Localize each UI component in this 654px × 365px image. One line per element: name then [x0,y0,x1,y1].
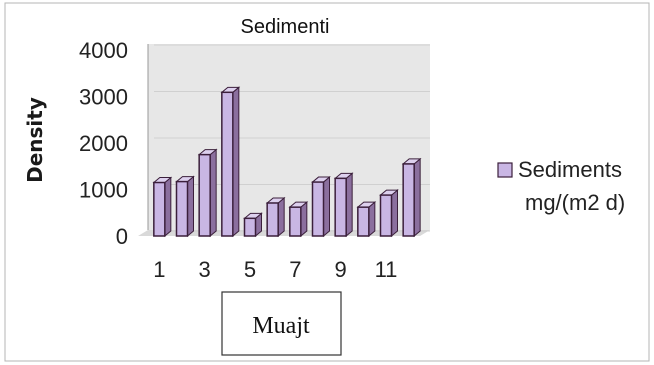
bar [333,172,354,238]
bar-side [277,196,285,238]
bar-front [311,181,325,237]
x-tick-label: 1 [153,257,165,282]
x-tick-layer: 1 3 5 7 9 11 [153,257,397,282]
bar [401,157,422,238]
bar-front [402,163,415,237]
bars-layer [152,86,422,238]
bar [265,196,286,238]
x-tick-label: 9 [335,257,347,282]
bar-front [243,217,257,237]
bar-front [289,206,302,237]
bar-side [368,201,376,238]
bar-side [413,157,421,238]
bar-front [175,180,189,237]
bar-front [266,202,279,237]
y-tick-label: 4000 [79,38,128,63]
bar [356,201,377,238]
y-tick-label: 3000 [79,85,128,110]
legend-label-line-1: Sediments [518,157,622,182]
bar [175,175,195,238]
bar [220,86,241,238]
bar-side [187,175,194,238]
bar-front [198,153,211,237]
x-tick-label: 3 [199,257,211,282]
bar-front [357,206,370,237]
y-tick-label: 1000 [79,178,128,203]
x-tick-label: 11 [375,257,398,282]
bar [243,212,263,238]
bar [288,201,309,238]
bar [152,176,173,238]
bar-front [379,194,393,237]
bar-side [345,172,353,238]
bar-side [164,176,172,238]
x-axis-label: Muajt [252,313,310,339]
chart-title: Sedimenti [241,16,330,38]
x-tick-label: 5 [244,257,256,282]
bar-side [391,189,398,238]
legend-label-line-2: mg/(m2 d) [525,190,625,215]
y-tick-layer: 0 1000 2000 3000 4000 [79,38,128,249]
bar-front [334,177,347,237]
bar-side [209,148,217,238]
bar [311,175,331,238]
bar-side [323,175,330,238]
bar-front [153,181,166,237]
legend: Sediments mg/(m2 d) [497,157,625,215]
bar-side [232,86,240,238]
bar-front [221,91,234,237]
x-axis-label-box [221,291,342,356]
bar [379,189,399,238]
bar [197,148,218,238]
plot-back-wall [148,44,430,230]
y-axis-label: Density [23,97,47,183]
x-tick-label: 7 [289,257,301,282]
bar-side [300,201,308,238]
y-tick-label: 2000 [79,131,128,156]
legend-swatch [497,162,513,178]
y-tick-label: 0 [116,224,128,249]
